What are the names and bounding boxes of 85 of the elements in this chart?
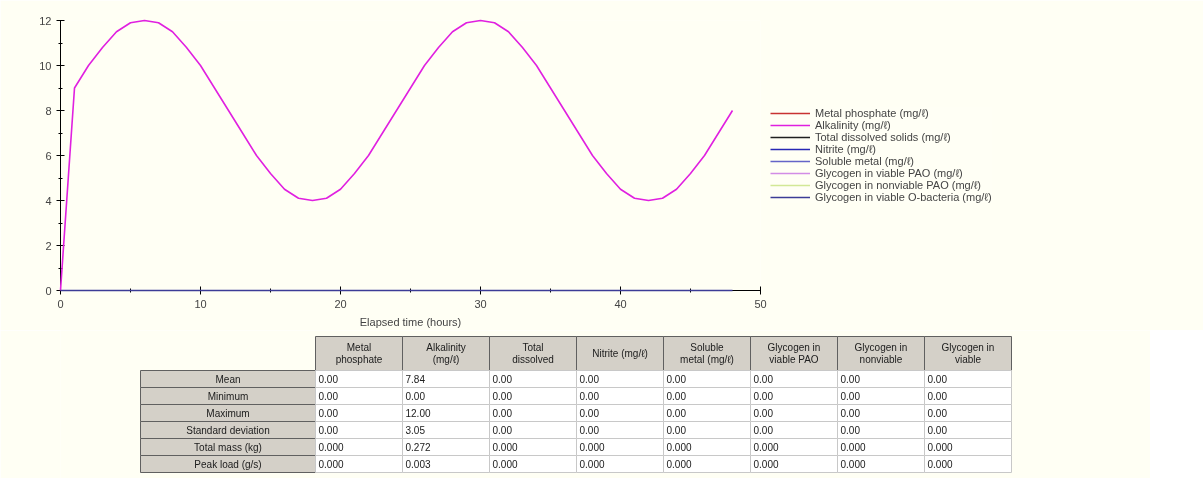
- y-tick-label: 0: [45, 284, 52, 297]
- text: 0.00: [318, 391, 339, 402]
- text: 0.00: [753, 391, 774, 402]
- text: 0.00: [840, 408, 861, 419]
- text: 0.000: [318, 442, 344, 453]
- legend-label: Glycogen in viable PAO (mg/ℓ): [815, 167, 963, 179]
- text: 7.84: [405, 374, 426, 385]
- text: 0.00: [753, 408, 774, 419]
- text: Total dissolved: [512, 341, 554, 366]
- text: 0.000: [492, 459, 518, 470]
- x-tick-label: 40: [614, 297, 627, 310]
- text: 0.00: [579, 391, 600, 402]
- text: 0.00: [927, 425, 948, 436]
- text: 0.000: [753, 459, 779, 470]
- legend-label: Glycogen in viable O-bacteria (mg/ℓ): [815, 191, 992, 203]
- text: 0.00: [318, 374, 339, 385]
- text: 0.000: [753, 442, 779, 453]
- text: Nitrite (mg/ℓ): [592, 348, 648, 359]
- text: 0.00: [579, 425, 600, 436]
- text: Glycogen in viable PAO: [767, 341, 821, 366]
- legend-label: Nitrite (mg/ℓ): [815, 143, 876, 155]
- text: Metal phosphate: [335, 341, 383, 366]
- text: 3.05: [405, 425, 426, 436]
- text: 0.00: [492, 391, 513, 402]
- text: 0.00: [318, 425, 339, 436]
- text: Glycogen in viable: [941, 341, 995, 366]
- x-tick-label: 30: [474, 297, 487, 310]
- text: 0.00: [492, 425, 513, 436]
- text: 0.272: [405, 442, 431, 453]
- y-tick-label: 4: [45, 194, 52, 207]
- text: 0.003: [405, 459, 431, 470]
- text: Glycogen in nonviable: [854, 341, 908, 366]
- text: 0.00: [579, 374, 600, 385]
- text: Mean: [215, 373, 241, 385]
- line-series: [59, 19, 734, 292]
- text: 0.00: [579, 408, 600, 419]
- text: Standard deviation: [186, 424, 270, 436]
- legend-label: Glycogen in nonviable PAO (mg/ℓ): [815, 179, 981, 191]
- text: 0.00: [666, 391, 687, 402]
- y-tick-label: 8: [45, 104, 52, 117]
- text: 0.000: [840, 459, 866, 470]
- x-tick-label: 0: [57, 297, 64, 310]
- text: 0.00: [492, 374, 513, 385]
- text: 0.00: [666, 425, 687, 436]
- text: Alkalinity (mg/ℓ): [426, 341, 466, 366]
- y-tick-label: 10: [39, 59, 52, 72]
- text: 0.00: [840, 374, 861, 385]
- text: 0.00: [492, 408, 513, 419]
- y-tick-label: 2: [45, 239, 52, 252]
- text: 0.00: [666, 408, 687, 419]
- text: 0.00: [927, 408, 948, 419]
- text: Total mass (kg): [194, 441, 262, 453]
- text: 0.000: [492, 442, 518, 453]
- y-tick-label: 12: [39, 14, 52, 27]
- text: Peak load (g/s): [194, 458, 262, 470]
- text: 0.00: [840, 425, 861, 436]
- text: Soluble metal (mg/ℓ): [680, 341, 734, 366]
- x-tick-label: 10: [194, 297, 207, 310]
- legend-label: Metal phosphate (mg/ℓ): [815, 107, 929, 119]
- text: 0.00: [753, 425, 774, 436]
- text: 0.000: [927, 459, 953, 470]
- text: 0.00: [753, 374, 774, 385]
- text: 0.00: [405, 391, 426, 402]
- text: 0.00: [927, 391, 948, 402]
- text: 0.00: [927, 374, 948, 385]
- y-tick-label: 6: [45, 149, 52, 162]
- text: 0.000: [666, 459, 692, 470]
- x-axis-title: Elapsed time (hours): [359, 315, 462, 328]
- legend-label: Soluble metal (mg/ℓ): [815, 155, 914, 167]
- x-tick-label: 50: [754, 297, 767, 310]
- text: 0.000: [840, 442, 866, 453]
- x-tick-label: 20: [334, 297, 347, 310]
- text: 0.000: [579, 459, 605, 470]
- text: 0.00: [666, 374, 687, 385]
- text: 0.000: [927, 442, 953, 453]
- text: 0.00: [318, 408, 339, 419]
- text: 12.00: [405, 408, 431, 419]
- legend-label: Total dissolved solids (mg/ℓ): [815, 131, 951, 143]
- text: 0.000: [666, 442, 692, 453]
- text: Minimum: [207, 390, 249, 402]
- text: 0.000: [318, 459, 344, 470]
- text: 0.00: [840, 391, 861, 402]
- text: Maximum: [206, 407, 250, 419]
- legend-label: Alkalinity (mg/ℓ): [815, 119, 891, 131]
- text: 0.000: [579, 442, 605, 453]
